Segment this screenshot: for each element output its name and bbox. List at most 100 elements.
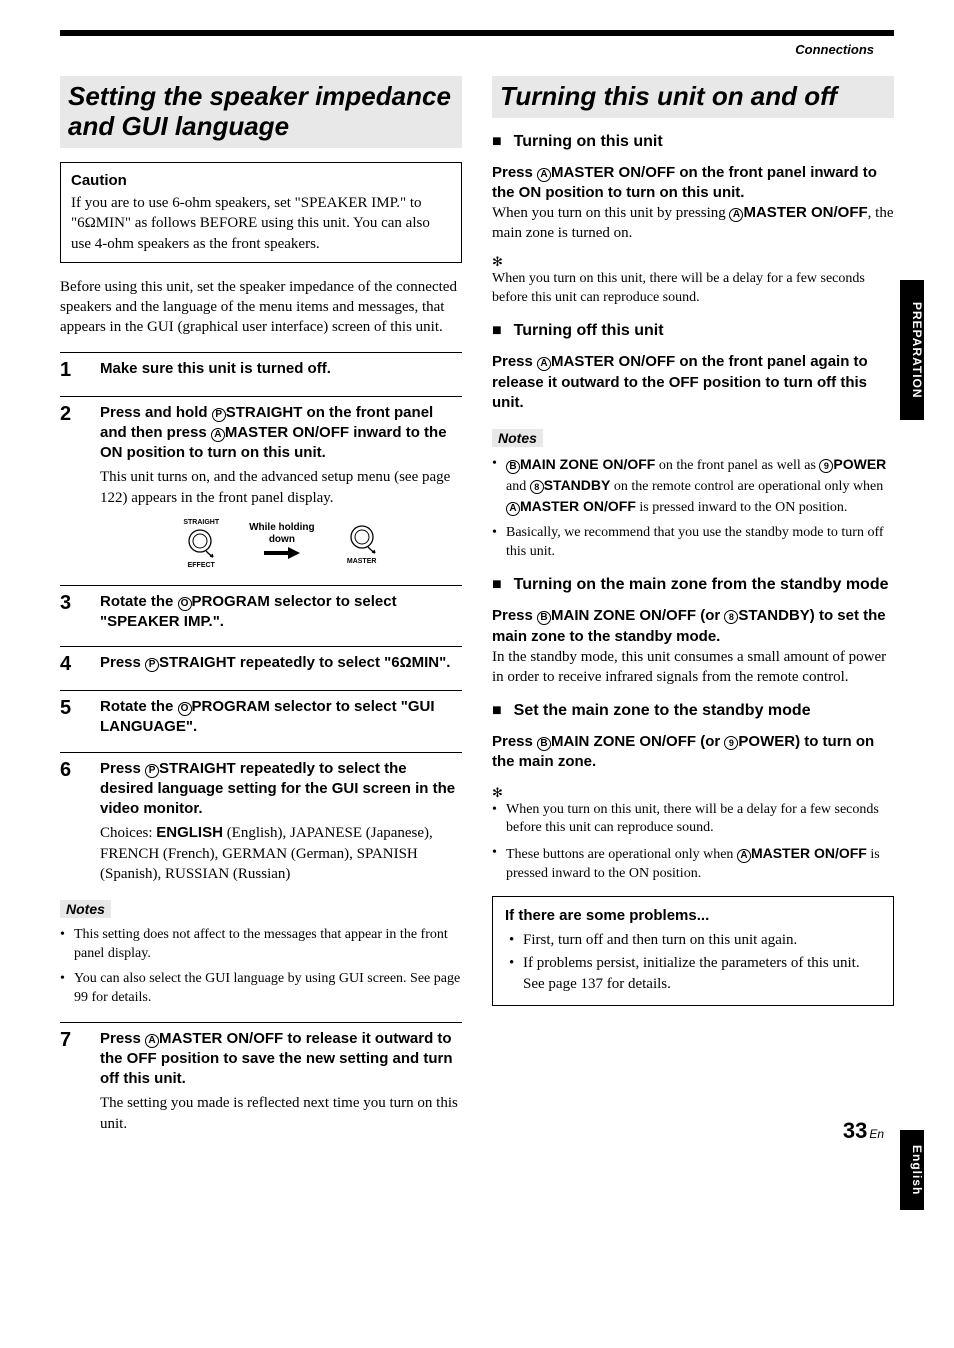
step-2-diagram: STRAIGHT EFFECT While holding down [100,518,462,571]
turning-on-instruction: Press AMASTER ON/OFF on the front panel … [492,163,894,204]
step-number: 4 [60,653,78,676]
standby-instruction: Press BMAIN ZONE ON/OFF (or 8STANDBY) to… [492,606,894,647]
master-onoff: MASTER ON/OFF [743,204,867,221]
subhead-set-standby: ■ Set the main zone to the standby mode [492,701,894,722]
turning-off-instruction: Press AMASTER ON/OFF on the front panel … [492,352,894,413]
set-standby-instruction: Press BMAIN ZONE ON/OFF (or 9POWER) to t… [492,732,894,773]
knob-label-effect: EFFECT [183,561,219,570]
choices-english: ENGLISH [156,824,223,841]
text: POWER [833,456,886,472]
left-section-title: Setting the speaker impedance and GUI la… [60,76,462,148]
subhead-turning-off: ■ Turning off this unit [492,321,894,342]
badge-a-icon: A [729,208,743,222]
badge-9-icon: 9 [724,736,738,750]
hold-label-2: down [249,534,315,546]
trouble-item: If problems persist, initialize the para… [505,953,881,995]
step-2: 2 Press and hold PSTRAIGHT on the front … [60,396,462,571]
side-tab-english: English [900,1130,924,1210]
tip-item: These buttons are operational only when … [492,844,894,884]
notes-list: This setting does not affect to the mess… [60,926,462,1008]
text: Press [492,353,537,370]
step-number: 3 [60,592,78,633]
badge-a-icon: A [537,357,551,371]
step-7-sub: The setting you made is reflected next t… [100,1093,462,1134]
step-6-straight: STRAIGHT [159,760,236,777]
step-6: 6 Press PSTRAIGHT repeatedly to select t… [60,752,462,885]
subhead-text: Set the main zone to the standby mode [514,701,811,722]
knob-label-master: MASTER [345,557,379,566]
square-bullet-icon: ■ [492,134,502,150]
step-number: 1 [60,359,78,382]
step-3-text-a: Rotate the [100,593,178,610]
note-item: This setting does not affect to the mess… [60,926,462,964]
standby-label: STANDBY [738,607,809,624]
standby-desc: In the standby mode, this unit consumes … [492,647,894,688]
note-item: Basically, we recommend that you use the… [492,524,894,562]
text: These buttons are operational only when [506,847,737,862]
step-4-straight: STRAIGHT [159,654,236,671]
text: on the front panel as well as [655,458,819,473]
main-zone-onoff: MAIN ZONE ON/OFF [551,607,696,624]
step-4-text-a: Press [100,654,145,671]
step-2-master: MASTER ON/OFF [225,424,349,441]
badge-9-icon: 9 [819,459,833,473]
knob-master-icon: MASTER [345,523,379,566]
step-6-text-a: Press [100,760,145,777]
tip-item: When you turn on this unit, there will b… [492,801,894,839]
badge-a-icon: A [537,168,551,182]
notes-label-right: Notes [492,429,543,447]
step-number: 2 [60,403,78,571]
text: (or [696,607,724,624]
page-number: 33En [843,1118,884,1144]
hold-label-1: While holding [249,522,315,534]
page-number-suffix: En [869,1127,884,1141]
badge-8-icon: 8 [530,480,544,494]
badge-a-icon: A [737,849,751,863]
step-3: 3 Rotate the OPROGRAM selector to select… [60,585,462,633]
arrow-hold-icon: While holding down [249,522,315,566]
step-4: 4 Press PSTRAIGHT repeatedly to select "… [60,646,462,676]
badge-o-icon: O [178,702,192,716]
text: MASTER ON/OFF [520,498,636,514]
subhead-standby-on: ■ Turning on the main zone from the stan… [492,575,894,596]
text: Press [492,164,537,181]
page-number-value: 33 [843,1118,867,1143]
notes-label: Notes [60,900,111,918]
badge-b-icon: B [537,737,551,751]
text: (or [696,733,724,750]
subhead-turning-on: ■ Turning on this unit [492,132,894,153]
subhead-text: Turning on this unit [514,132,663,153]
badge-a-icon: A [211,428,225,442]
step-4-text-b: repeatedly to select "6ΩMIN". [236,654,451,671]
troubleshoot-title: If there are some problems... [505,905,881,926]
text: MAIN ZONE ON/OFF [520,456,655,472]
step-1-text: Make sure this unit is turned off. [100,359,462,382]
subhead-text: Turning on the main zone from the standb… [514,575,889,596]
step-number: 6 [60,759,78,885]
step-7: 7 Press AMASTER ON/OFF to release it out… [60,1022,462,1134]
turning-on-desc: When you turn on this unit by pressing A… [492,203,894,244]
step-2-straight: STRAIGHT [226,404,303,421]
square-bullet-icon: ■ [492,577,502,593]
step-7-master: MASTER ON/OFF [159,1030,283,1047]
tip-icon: ✻ [492,785,894,801]
tips-list: When you turn on this unit, there will b… [492,801,894,885]
right-section-title: Turning this unit on and off [492,76,894,118]
badge-p-icon: P [145,764,159,778]
intro-paragraph: Before using this unit, set the speaker … [60,277,462,338]
step-2-text-a: Press and hold [100,404,212,421]
step-5: 5 Rotate the OPROGRAM selector to select… [60,690,462,738]
master-onoff: MASTER ON/OFF [551,164,675,181]
step-7-text-a: Press [100,1030,145,1047]
two-column-layout: Setting the speaker impedance and GUI la… [60,76,894,1134]
tip-text: When you turn on this unit, there will b… [492,270,894,308]
text: is pressed inward to the ON position. [636,500,848,515]
badge-p-icon: P [212,408,226,422]
knob-label-straight: STRAIGHT [183,518,219,527]
text: STANDBY [544,477,611,493]
troubleshoot-box: If there are some problems... First, tur… [492,896,894,1006]
step-5-text-a: Rotate the [100,698,178,715]
step-number: 5 [60,697,78,738]
badge-o-icon: O [178,597,192,611]
note-item: BMAIN ZONE ON/OFF on the front panel as … [492,455,894,518]
